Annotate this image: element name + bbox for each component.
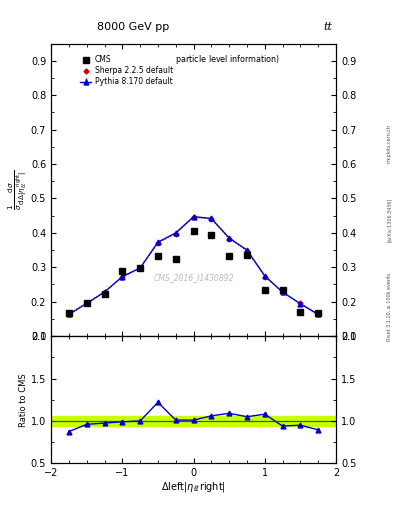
CMS <box>316 310 321 316</box>
CMS <box>280 287 285 293</box>
Text: [arXiv:1306.3436]: [arXiv:1306.3436] <box>387 198 391 242</box>
Sherpa 2.2.5 default <box>263 273 267 280</box>
Text: tt: tt <box>323 22 332 32</box>
CMS <box>263 287 267 293</box>
CMS <box>298 309 303 315</box>
Sherpa 2.2.5 default <box>280 289 285 295</box>
CMS <box>227 253 231 260</box>
Bar <box>51 416 336 426</box>
Sherpa 2.2.5 default <box>84 300 89 306</box>
Text: CMS_2016_I1430892: CMS_2016_I1430892 <box>153 273 234 282</box>
Sherpa 2.2.5 default <box>138 265 143 271</box>
CMS <box>120 268 125 274</box>
CMS <box>66 310 71 316</box>
CMS <box>209 231 214 238</box>
Y-axis label: $\frac{1}{\sigma}\frac{\mathrm{d}\sigma}{\mathrm{d}\Delta|\eta_{\ell\ell}^{\,\ma: $\frac{1}{\sigma}\frac{\mathrm{d}\sigma}… <box>7 169 29 210</box>
Text: 8000 GeV pp: 8000 GeV pp <box>97 22 170 32</box>
Sherpa 2.2.5 default <box>156 240 160 246</box>
Line: Sherpa 2.2.5 default: Sherpa 2.2.5 default <box>67 216 320 316</box>
CMS <box>138 265 143 271</box>
Sherpa 2.2.5 default <box>244 248 249 254</box>
Sherpa 2.2.5 default <box>316 311 321 317</box>
Text: $\Delta\eta$(ll) (tt$\overline{\mathrm{t}}$events, particle level information): $\Delta\eta$(ll) (tt$\overline{\mathrm{t… <box>107 52 280 67</box>
CMS <box>173 255 178 262</box>
X-axis label: $\Delta$left$|\eta_{\ell\ell}$right$|$: $\Delta$left$|\eta_{\ell\ell}$right$|$ <box>161 480 226 494</box>
Sherpa 2.2.5 default <box>66 311 71 317</box>
CMS <box>84 301 89 307</box>
Sherpa 2.2.5 default <box>120 274 125 281</box>
Text: Rivet 3.1.10, ≥ 100k events: Rivet 3.1.10, ≥ 100k events <box>387 273 391 342</box>
Sherpa 2.2.5 default <box>102 289 107 295</box>
CMS <box>244 252 249 259</box>
Y-axis label: Ratio to CMS: Ratio to CMS <box>19 373 28 426</box>
Text: mcplots.cern.ch: mcplots.cern.ch <box>387 124 391 163</box>
Line: CMS: CMS <box>66 228 321 316</box>
CMS <box>102 291 107 297</box>
Sherpa 2.2.5 default <box>298 301 303 307</box>
Legend: CMS, Sherpa 2.2.5 default, Pythia 8.170 default: CMS, Sherpa 2.2.5 default, Pythia 8.170 … <box>78 53 175 89</box>
CMS <box>191 228 196 234</box>
Sherpa 2.2.5 default <box>209 216 214 222</box>
Sherpa 2.2.5 default <box>227 236 231 242</box>
Sherpa 2.2.5 default <box>173 230 178 237</box>
Sherpa 2.2.5 default <box>191 215 196 221</box>
CMS <box>156 253 160 260</box>
